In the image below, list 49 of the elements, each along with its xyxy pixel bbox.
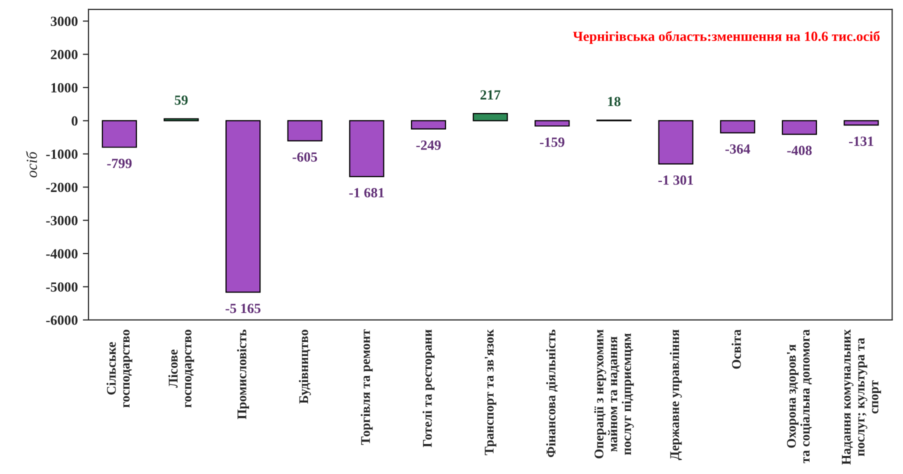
x-tick-label: Торгівля та ремонт: [360, 329, 373, 445]
x-tick-label: Готелі та ресторани: [422, 330, 434, 448]
bar: [844, 120, 879, 126]
y-tick-label: 0: [72, 116, 78, 126]
bar: [658, 120, 694, 164]
text: Чернігівська область:зменшення на 10.6 тис.осіб: [573, 30, 880, 44]
y-tick-label: -1000: [46, 150, 78, 159]
x-tick-label: Сільське господарство: [106, 330, 132, 408]
y-tick-label: -3000: [46, 216, 78, 226]
x-tick-label: Промисловість: [237, 330, 250, 420]
bar: [472, 112, 508, 122]
data-label: -605: [292, 152, 318, 162]
bar: [225, 120, 261, 293]
y-tick-label: 2000: [50, 50, 78, 60]
bar: [287, 120, 322, 142]
y-tick-label: -2000: [46, 182, 78, 192]
y-tick-label: 3000: [50, 16, 78, 26]
bar: [349, 120, 384, 178]
bar: [102, 120, 137, 148]
y-tick-label: 1000: [51, 83, 78, 92]
y-tick-label: -4000: [46, 249, 78, 258]
x-tick-label: Фінансова діяльність: [546, 330, 558, 458]
y-tick-label: -5000: [46, 282, 78, 292]
data-label: 59: [174, 95, 188, 105]
data-label: -1 681: [349, 188, 384, 198]
bar: [534, 120, 570, 127]
data-label: -249: [416, 140, 441, 150]
data-label: -799: [107, 158, 132, 168]
data-label: -1 301: [658, 175, 694, 185]
data-label: -408: [787, 146, 812, 156]
y-tick-label: -6000: [46, 316, 78, 325]
data-label: -364: [725, 144, 750, 154]
x-tick-label: Державне управління: [670, 330, 682, 460]
x-tick-label: Будівництво: [298, 330, 311, 404]
bar: [720, 120, 756, 134]
x-tick-label: Освіта: [732, 329, 741, 369]
bar: [410, 120, 446, 130]
x-tick-label: Надання комунальних послуг; культура та спорт: [842, 329, 882, 465]
data-label: -5 165: [226, 304, 260, 314]
x-tick-label: Транспорт та зв'язок: [484, 329, 496, 456]
data-label: -159: [540, 138, 564, 147]
x-tick-label: Лісове господарство: [168, 330, 194, 408]
x-tick-label: Операції з нерухомим майном та надання послуг підприємцям: [594, 330, 634, 458]
data-label: 18: [608, 96, 620, 106]
x-tick-label: Охорона здоров'я та соціальна допомога: [786, 329, 812, 464]
bar: [782, 120, 817, 135]
data-label: 217: [480, 90, 500, 100]
data-label: -131: [849, 136, 874, 146]
y-axis-title: осіб: [26, 151, 38, 178]
